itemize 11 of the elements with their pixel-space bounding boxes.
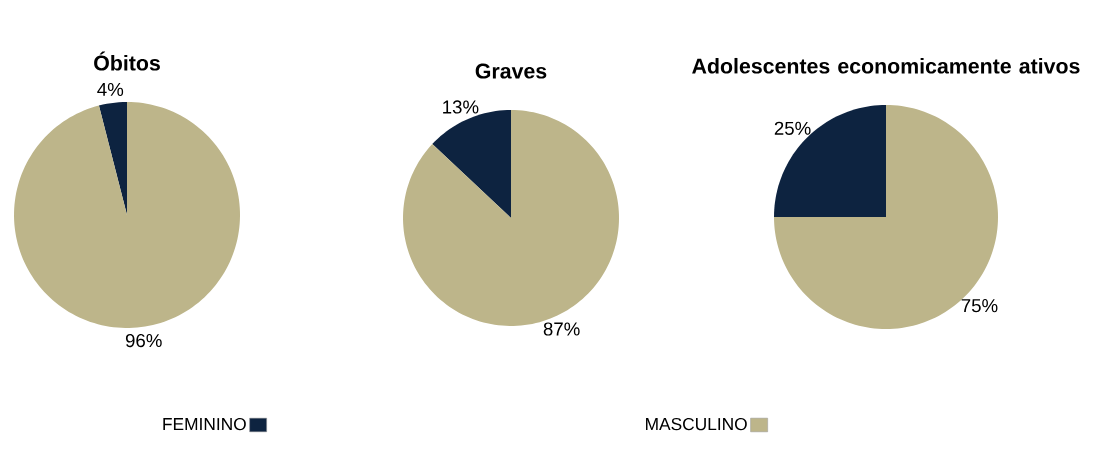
- data-label: 75%: [961, 299, 998, 313]
- data-label: 87%: [543, 322, 580, 336]
- data-label: 96%: [125, 333, 162, 348]
- data-label: 25%: [774, 121, 811, 135]
- legend-label: FEMININO: [163, 417, 246, 431]
- chart-title: Óbitos: [94, 51, 160, 71]
- data-label: 4%: [97, 82, 124, 96]
- chart-title: Graves: [475, 63, 547, 79]
- chart-title: Adolescentes economicamente ativos: [692, 57, 1080, 74]
- legend-label: MASCULINO: [646, 417, 747, 431]
- data-label: 13%: [443, 100, 479, 114]
